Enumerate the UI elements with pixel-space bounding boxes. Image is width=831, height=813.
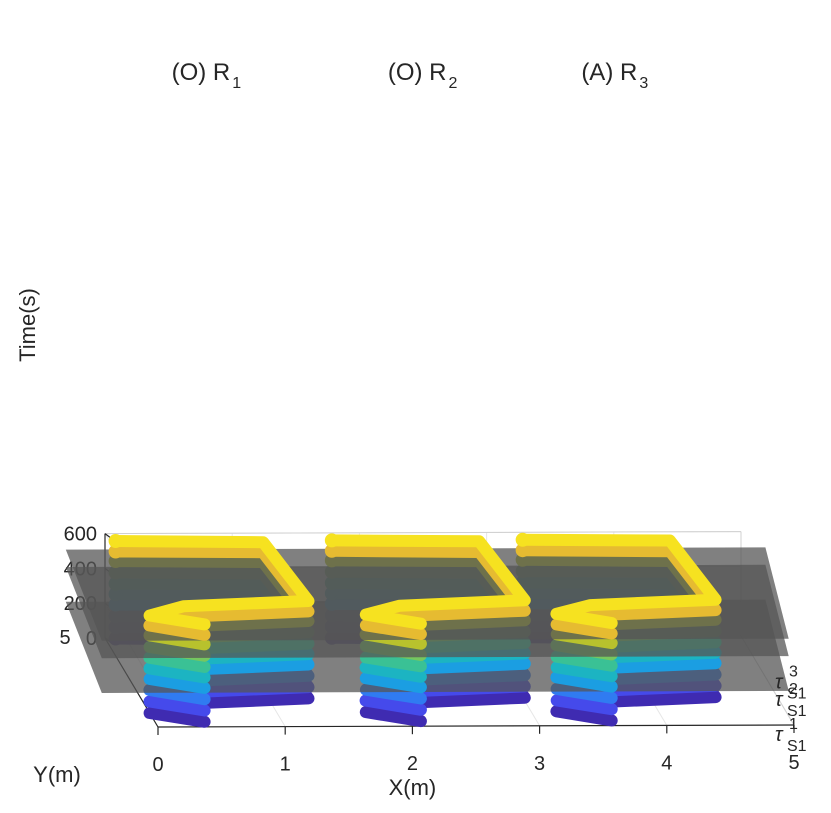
x-axis-title: X(m) bbox=[389, 775, 437, 800]
trajectory-robot-3 bbox=[516, 544, 722, 640]
robot-subscript: 2 bbox=[449, 75, 458, 92]
plane-symbol: τ bbox=[775, 724, 784, 746]
time-plane-label-3: τ 3 S1 bbox=[775, 664, 807, 703]
x-tick-label: 0 bbox=[152, 754, 163, 776]
trajectory-robot-1 bbox=[109, 535, 315, 631]
x-tick-label: 3 bbox=[534, 753, 545, 775]
time-plane-label-1: τ 1 S1 bbox=[775, 716, 807, 755]
plane-symbol: τ bbox=[775, 689, 784, 711]
trajectory-marker bbox=[108, 534, 123, 549]
robot-name: (A) R bbox=[581, 59, 637, 86]
trajectory-robot-1 bbox=[109, 545, 315, 641]
robot-name: (O) R bbox=[172, 59, 231, 86]
box-edge bbox=[104, 531, 742, 535]
x-tick-label: 2 bbox=[407, 753, 418, 775]
y-axis-title: Y(m) bbox=[33, 762, 81, 787]
z-tick-label: 600 bbox=[64, 524, 97, 546]
trajectory-marker bbox=[515, 532, 530, 547]
z-axis-title: Time(s) bbox=[15, 288, 40, 362]
robot-subscript: 1 bbox=[232, 75, 241, 92]
time-plane-label-2: τ 2S1 bbox=[775, 681, 807, 720]
trajectory-robot-3 bbox=[516, 533, 722, 630]
x-axis-line bbox=[157, 724, 795, 728]
robot-subscript: 3 bbox=[639, 75, 648, 92]
plane-subscript: S1 bbox=[787, 738, 807, 755]
trajectories bbox=[65, 532, 789, 728]
y-tick-label: 5 bbox=[59, 627, 70, 649]
plane-superscript: 2 bbox=[789, 681, 798, 698]
plane-symbol: τ bbox=[775, 672, 784, 694]
plane-superscript: 1 bbox=[789, 716, 798, 733]
trajectory-robot-2 bbox=[325, 534, 531, 630]
trajectory-robot-2 bbox=[325, 544, 531, 641]
robot-name: (O) R bbox=[388, 59, 447, 86]
x-tick-label: 5 bbox=[788, 752, 799, 774]
trajectory-marker bbox=[324, 533, 339, 548]
x-tick-label: 1 bbox=[280, 754, 291, 776]
plane-subscript: S1 bbox=[787, 686, 807, 703]
plane-superscript: 3 bbox=[789, 664, 798, 681]
x-tick-label: 4 bbox=[661, 752, 672, 774]
plane-subscript: S1 bbox=[787, 703, 807, 720]
